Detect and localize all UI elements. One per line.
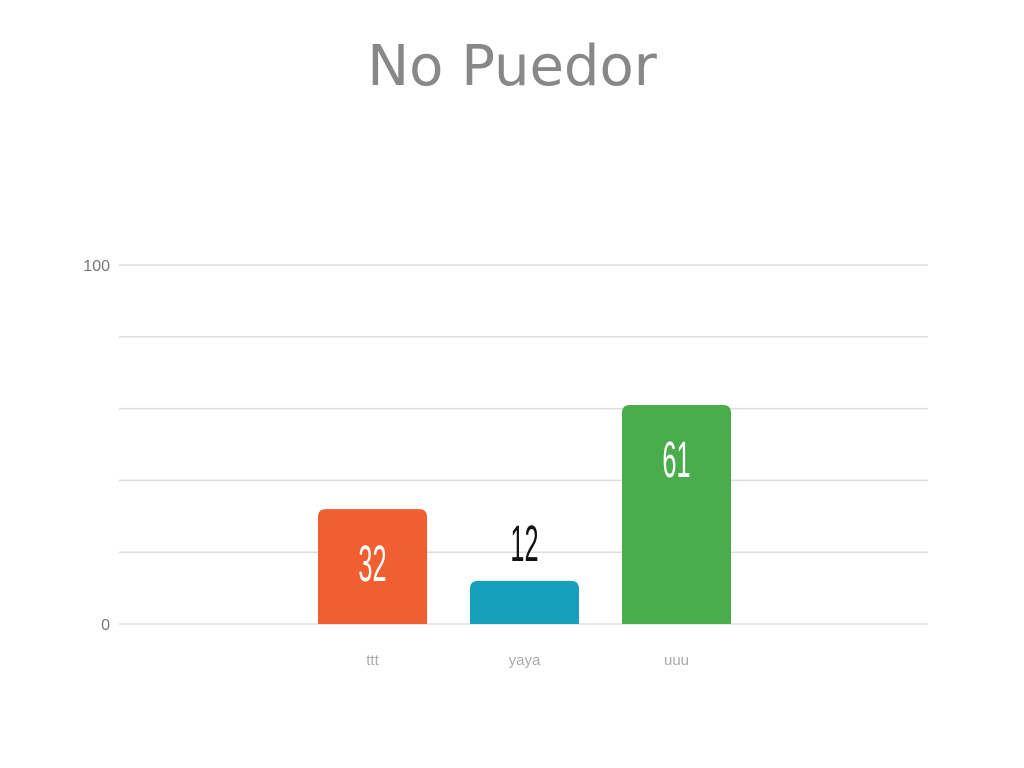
y-tick-label: 0 xyxy=(101,617,110,634)
x-tick-label: ttt xyxy=(366,652,379,669)
data-label: 32 xyxy=(358,537,386,593)
bar-ttt xyxy=(318,509,427,624)
x-tick-label: yaya xyxy=(509,652,541,669)
y-tick-label: 100 xyxy=(83,258,110,275)
bar-yaya xyxy=(470,580,579,624)
chart-title: No Puedor xyxy=(367,34,657,99)
data-label: 61 xyxy=(662,433,690,489)
data-label: 12 xyxy=(510,517,538,573)
x-tick-label: uuu xyxy=(664,652,689,669)
bar-uuu xyxy=(622,405,731,624)
